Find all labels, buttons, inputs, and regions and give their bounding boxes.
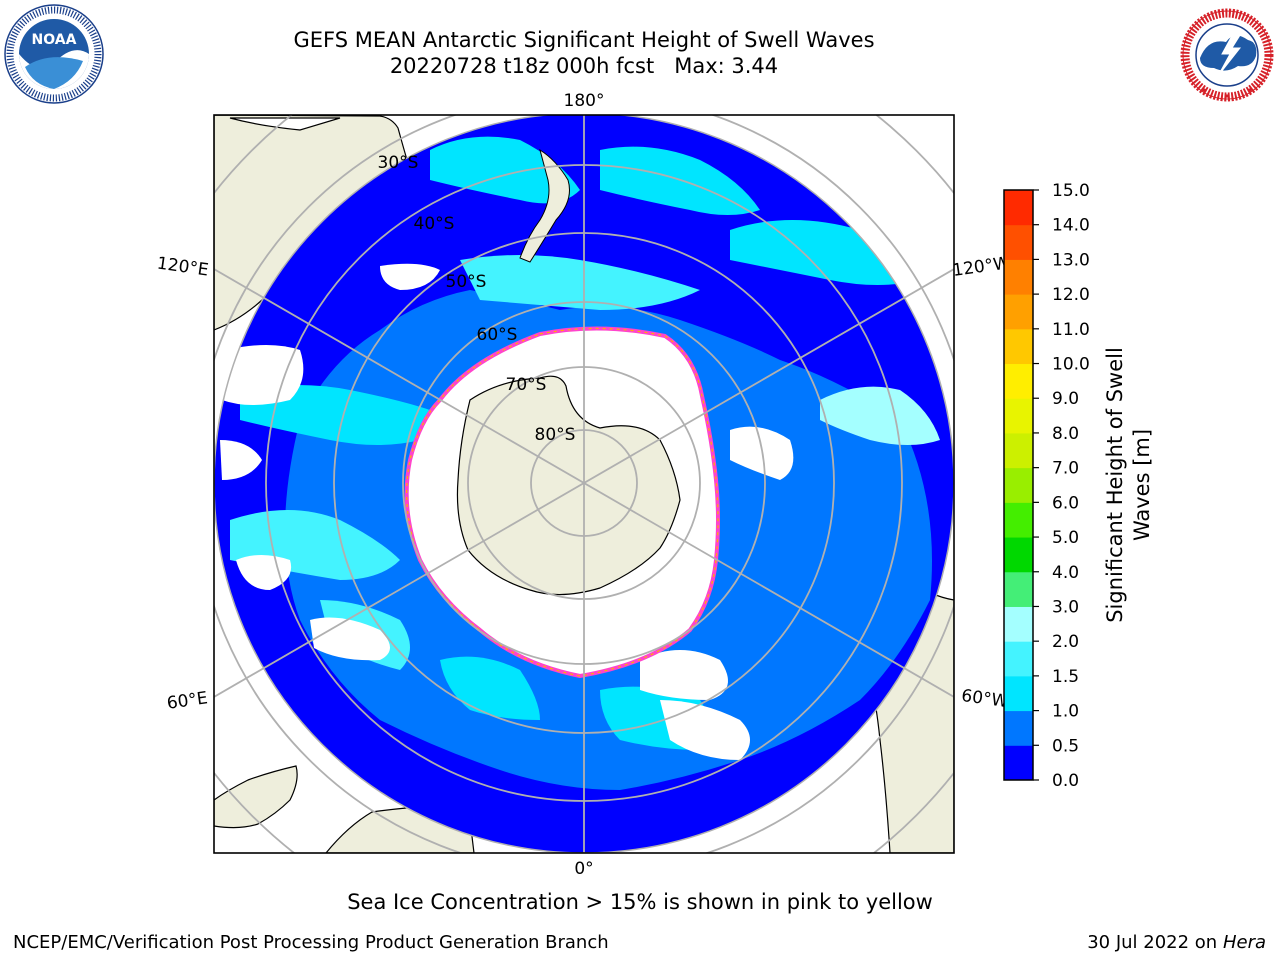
colorbar-tick-label: 3.0 [1052,597,1079,617]
colorbar-segment [1004,259,1033,295]
colorbar-tick-label: 1.5 [1052,667,1079,687]
colorbar-segment [1004,190,1033,226]
colorbar-label-line2: Waves [m] [1130,429,1154,541]
colorbar-tick-label: 12.0 [1052,285,1090,305]
colorbar-tick-label: 11.0 [1052,320,1090,340]
colorbar-label-line1: Significant Height of Swell [1103,347,1127,623]
colorbar-segment [1004,571,1033,607]
lon-label-60e: 60°E [166,688,209,713]
lat-label-60s: 60°S [477,325,518,345]
chart-subtitle: 20220728 t18z 000h fcst Max: 3.44 [389,54,779,78]
lon-label-120w: 120°W [951,253,1011,281]
colorbar-tick-label: 13.0 [1052,250,1090,270]
colorbar-tick-label: 7.0 [1052,459,1079,479]
colorbar-segment [1004,641,1033,677]
lon-label-180: 180° [564,91,605,111]
colorbar-tick-label: 6.0 [1052,493,1079,513]
colorbar-frame [1003,189,1034,781]
lat-label-70s: 70°S [506,375,547,395]
footer-date-text: 30 Jul 2022 on [1087,932,1223,953]
colorbar-tick-label: 5.0 [1052,528,1079,548]
colorbar-tick-label: 8.0 [1052,424,1079,444]
antarctica [456,375,681,596]
colorbar-segment [1004,398,1033,434]
noaa-logo: NOAA [4,4,104,104]
colorbar-tick-label: 0.0 [1052,771,1079,791]
colorbar-tick-label: 4.0 [1052,563,1079,583]
sea-ice-note: Sea Ice Concentration > 15% is shown in … [347,890,933,914]
colorbar: 0.0 0.5 1.0 1.5 2.0 3.0 4.0 5.0 6.0 7.0 8.0 9.0 10.0… [1003,181,1090,791]
colorbar-segment [1004,502,1033,538]
lon-label-120e: 120°E [156,254,210,281]
colorbar-tick-label: 0.5 [1052,736,1079,756]
map-panel [214,115,954,853]
colorbar-segment [1004,294,1033,330]
colorbar-segment [1004,710,1033,746]
graticule [214,115,954,853]
colorbar-tick-label: 15.0 [1052,181,1090,201]
colorbar-tick-label: 9.0 [1052,389,1079,409]
lat-label-30s: 30°S [378,153,419,173]
colorbar-tick-label: 10.0 [1052,355,1090,375]
colorbar-segment [1004,675,1033,712]
colorbar-segment [1004,537,1033,573]
colorbar-tick-label: 2.0 [1052,632,1079,652]
colorbar-segment [1004,606,1033,642]
lat-label-80s: 80°S [535,425,576,445]
new-zealand [519,148,570,263]
noaa-logo-text: NOAA [32,32,77,48]
colorbar-segment [1004,224,1033,260]
colorbar-segment [1004,432,1033,469]
nws-logo [1180,8,1274,102]
footer-machine: Hera [1222,932,1266,953]
lat-label-50s: 50°S [446,272,487,292]
colorbar-segment [1004,745,1033,781]
colorbar-tick-label: 1.0 [1052,702,1079,722]
colorbar-segment [1004,328,1033,365]
lon-label-0: 0° [574,859,593,879]
colorbar-tick-label: 14.0 [1052,216,1090,236]
footer-credit: NCEP/EMC/Verification Post Processing Pr… [13,932,609,953]
lon-label-60w: 60°W [960,686,1009,712]
colorbar-segment [1004,467,1033,503]
footer-date: 30 Jul 2022 on Hera [1087,932,1266,953]
colorbar-segment [1004,363,1033,399]
map-frame [213,114,955,854]
lat-label-40s: 40°S [414,214,455,234]
chart-title: GEFS MEAN Antarctic Significant Height o… [293,28,875,52]
